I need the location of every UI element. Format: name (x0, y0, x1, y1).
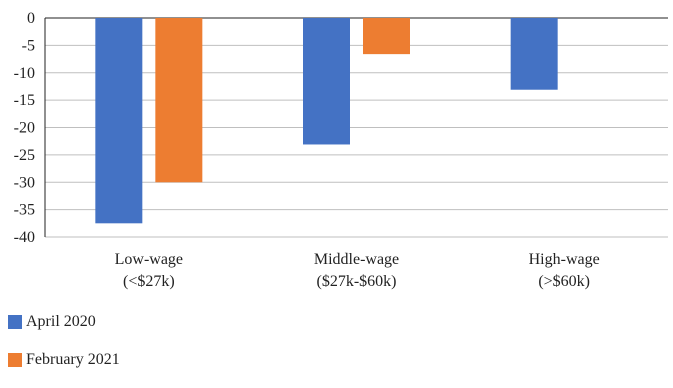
legend-label-april-2020: April 2020 (26, 313, 96, 330)
y-tick-label: 0 (27, 10, 35, 27)
legend-item-february-2021: February 2021 (8, 350, 120, 370)
legend: April 2020 February 2021 (8, 312, 120, 388)
y-tick-label: -25 (14, 147, 35, 164)
y-tick-label: -35 (14, 202, 35, 219)
category-label: Middle-wage (314, 251, 399, 268)
y-axis-tick-labels: 0 -5 -10 -15 -20 -25 -30 -35 -40 (14, 10, 35, 246)
bar-chart: 0 -5 -10 -15 -20 -25 -30 -35 -40 Low-wage (<$27k)… (14, 10, 668, 290)
bar (363, 18, 410, 55)
y-tick-label: -10 (14, 65, 35, 82)
bar (95, 18, 143, 224)
y-tick-label: -5 (22, 37, 35, 54)
y-tick-label: -15 (14, 92, 35, 109)
category-label: Low-wage (115, 251, 183, 268)
y-tick-label: -30 (14, 174, 35, 191)
category-label: ($27k-$60k) (317, 273, 397, 290)
y-tick-label: -40 (14, 229, 35, 246)
legend-swatch-april-2020 (8, 315, 22, 329)
y-tick-label: -20 (14, 120, 35, 137)
bars (95, 18, 558, 224)
legend-swatch-february-2021 (8, 353, 22, 367)
bar (303, 18, 350, 145)
bar (155, 18, 203, 183)
category-label: High-wage (529, 251, 600, 268)
legend-item-april-2020: April 2020 (8, 312, 120, 332)
category-label: (<$27k) (123, 273, 175, 290)
gridlines (45, 17, 668, 238)
category-label: (>$60k) (538, 273, 590, 290)
legend-label-february-2021: February 2021 (26, 351, 120, 368)
bar (510, 18, 558, 90)
category-labels: Low-wage (<$27k) Middle-wage ($27k-$60k) Hig… (115, 251, 600, 290)
